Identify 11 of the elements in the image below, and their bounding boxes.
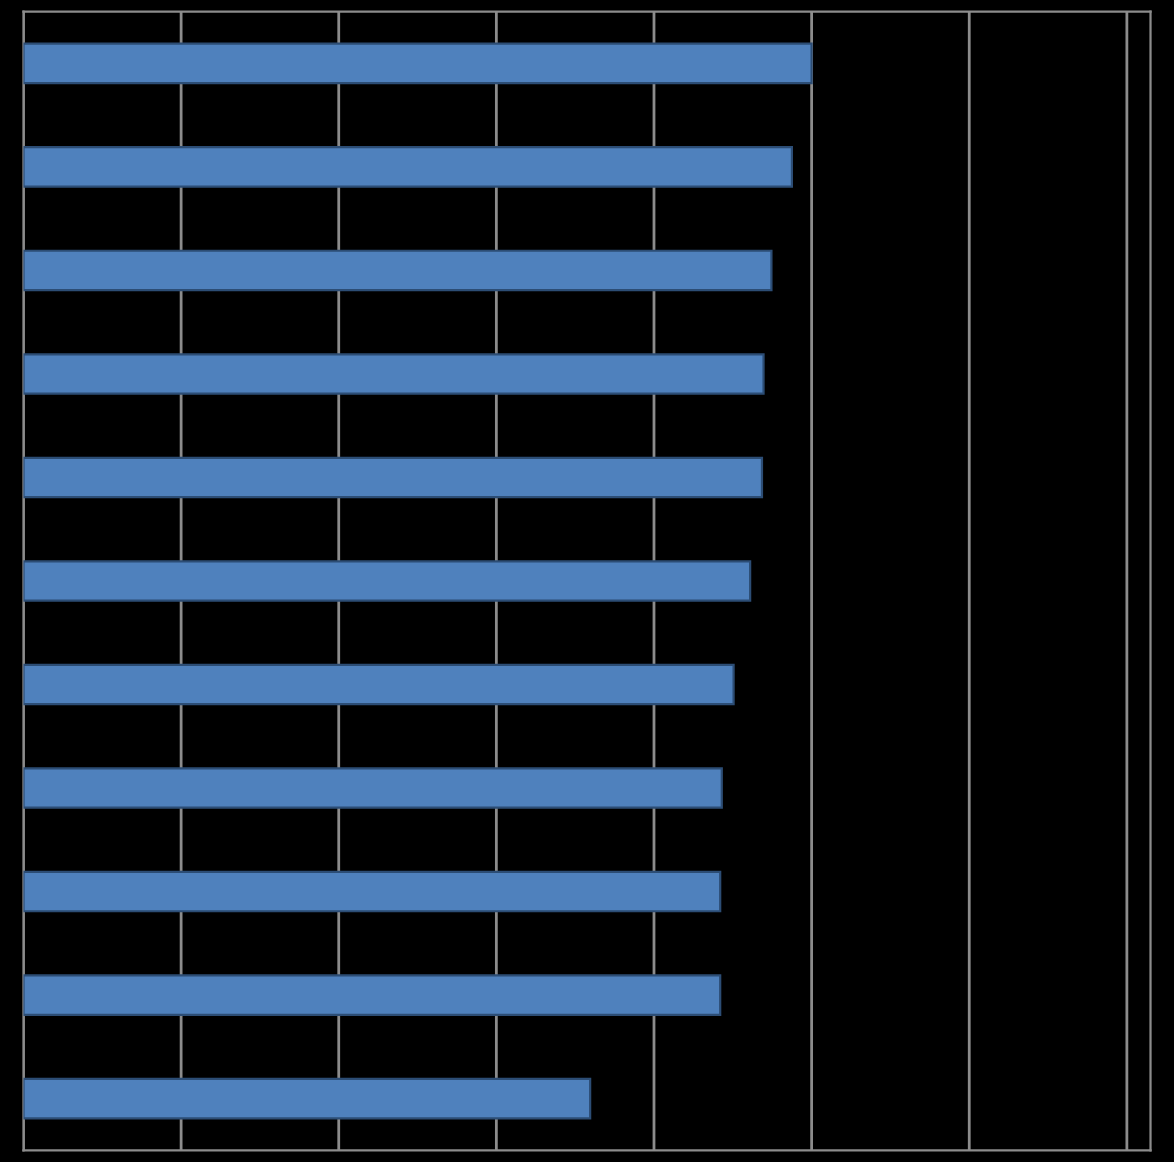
bar — [23, 353, 765, 395]
bar — [23, 249, 773, 292]
bar — [23, 663, 735, 706]
bar — [23, 974, 722, 1016]
bar — [23, 560, 752, 602]
bar — [23, 1077, 592, 1120]
bar — [23, 146, 794, 188]
bar — [23, 456, 764, 499]
bar — [23, 42, 813, 85]
bar — [23, 870, 722, 913]
bar — [23, 767, 723, 809]
